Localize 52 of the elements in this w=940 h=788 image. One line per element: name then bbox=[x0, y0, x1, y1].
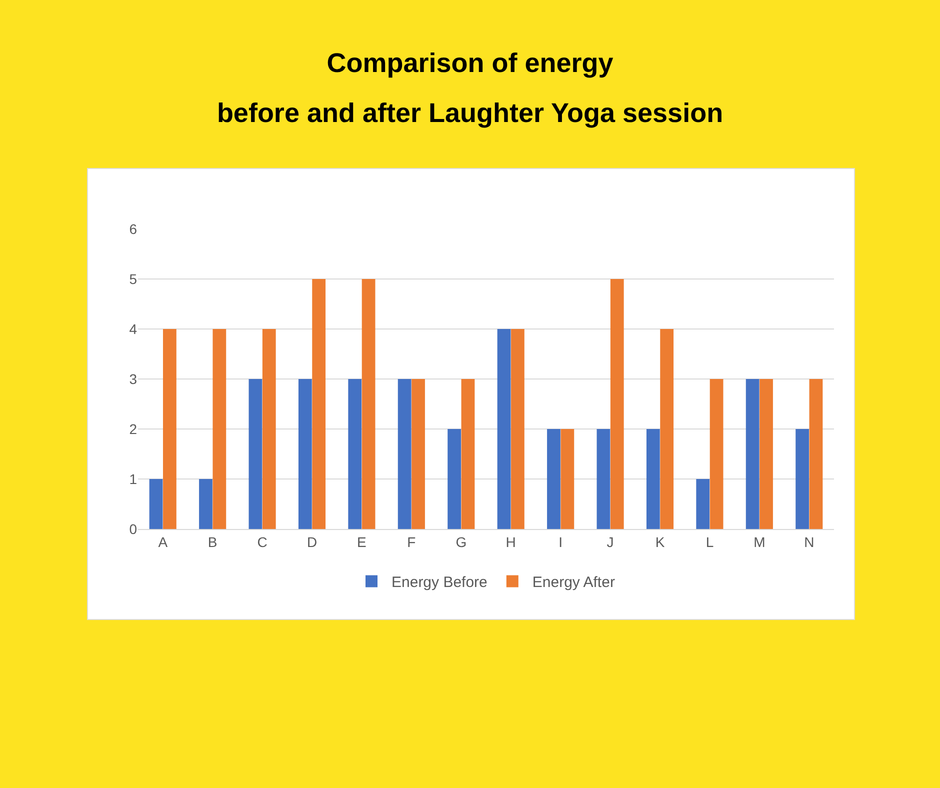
bar bbox=[510, 329, 524, 529]
x-tick-label: C bbox=[257, 534, 268, 550]
bar bbox=[497, 329, 511, 529]
bar bbox=[448, 429, 462, 529]
y-tick-label: 6 bbox=[129, 220, 138, 237]
bar bbox=[760, 379, 773, 529]
bar bbox=[398, 379, 412, 529]
y-tick-label: 2 bbox=[129, 420, 138, 437]
y-tick-label: 3 bbox=[129, 370, 138, 387]
y-tick-label: 1 bbox=[129, 470, 138, 487]
x-tick-label: M bbox=[754, 534, 766, 550]
bar bbox=[547, 429, 560, 529]
bar bbox=[162, 329, 176, 529]
bar bbox=[149, 479, 163, 529]
bar bbox=[362, 279, 376, 529]
bar bbox=[660, 329, 674, 529]
x-tick-label: L bbox=[706, 534, 714, 550]
x-tick-label: I bbox=[558, 534, 563, 550]
x-tick-label: J bbox=[606, 534, 614, 550]
legend-label: Energy After bbox=[532, 574, 615, 592]
y-tick-label: 4 bbox=[129, 320, 138, 337]
bar bbox=[199, 479, 212, 529]
x-tick-label: F bbox=[407, 534, 416, 550]
x-tick-label: A bbox=[158, 534, 168, 550]
bar bbox=[746, 379, 760, 529]
y-tick-label: 5 bbox=[129, 270, 138, 287]
bar bbox=[348, 379, 362, 529]
x-tick-label: E bbox=[357, 534, 366, 550]
x-tick-label: H bbox=[506, 534, 516, 550]
legend-label: Energy Before bbox=[392, 574, 488, 592]
x-tick-label: D bbox=[306, 534, 318, 550]
bar bbox=[412, 379, 425, 529]
bar bbox=[809, 379, 823, 529]
x-tick-label: N bbox=[804, 534, 814, 550]
bar bbox=[560, 429, 574, 529]
bar bbox=[646, 429, 660, 529]
bar bbox=[610, 279, 624, 529]
x-tick-label: G bbox=[456, 534, 467, 550]
y-tick-label: 0 bbox=[129, 520, 138, 537]
x-tick-label: B bbox=[208, 534, 218, 550]
bar bbox=[248, 379, 262, 529]
bar bbox=[262, 329, 276, 529]
x-tick-label: K bbox=[655, 534, 666, 550]
bar bbox=[710, 379, 724, 529]
bar bbox=[796, 429, 810, 529]
bar bbox=[596, 429, 610, 529]
bar bbox=[298, 379, 312, 529]
bar bbox=[212, 329, 226, 529]
bar bbox=[461, 379, 475, 529]
bar bbox=[696, 479, 710, 529]
chart-title: Comparison of energy before and after Laughter Yoga session bbox=[216, 47, 724, 130]
bar bbox=[312, 279, 326, 529]
